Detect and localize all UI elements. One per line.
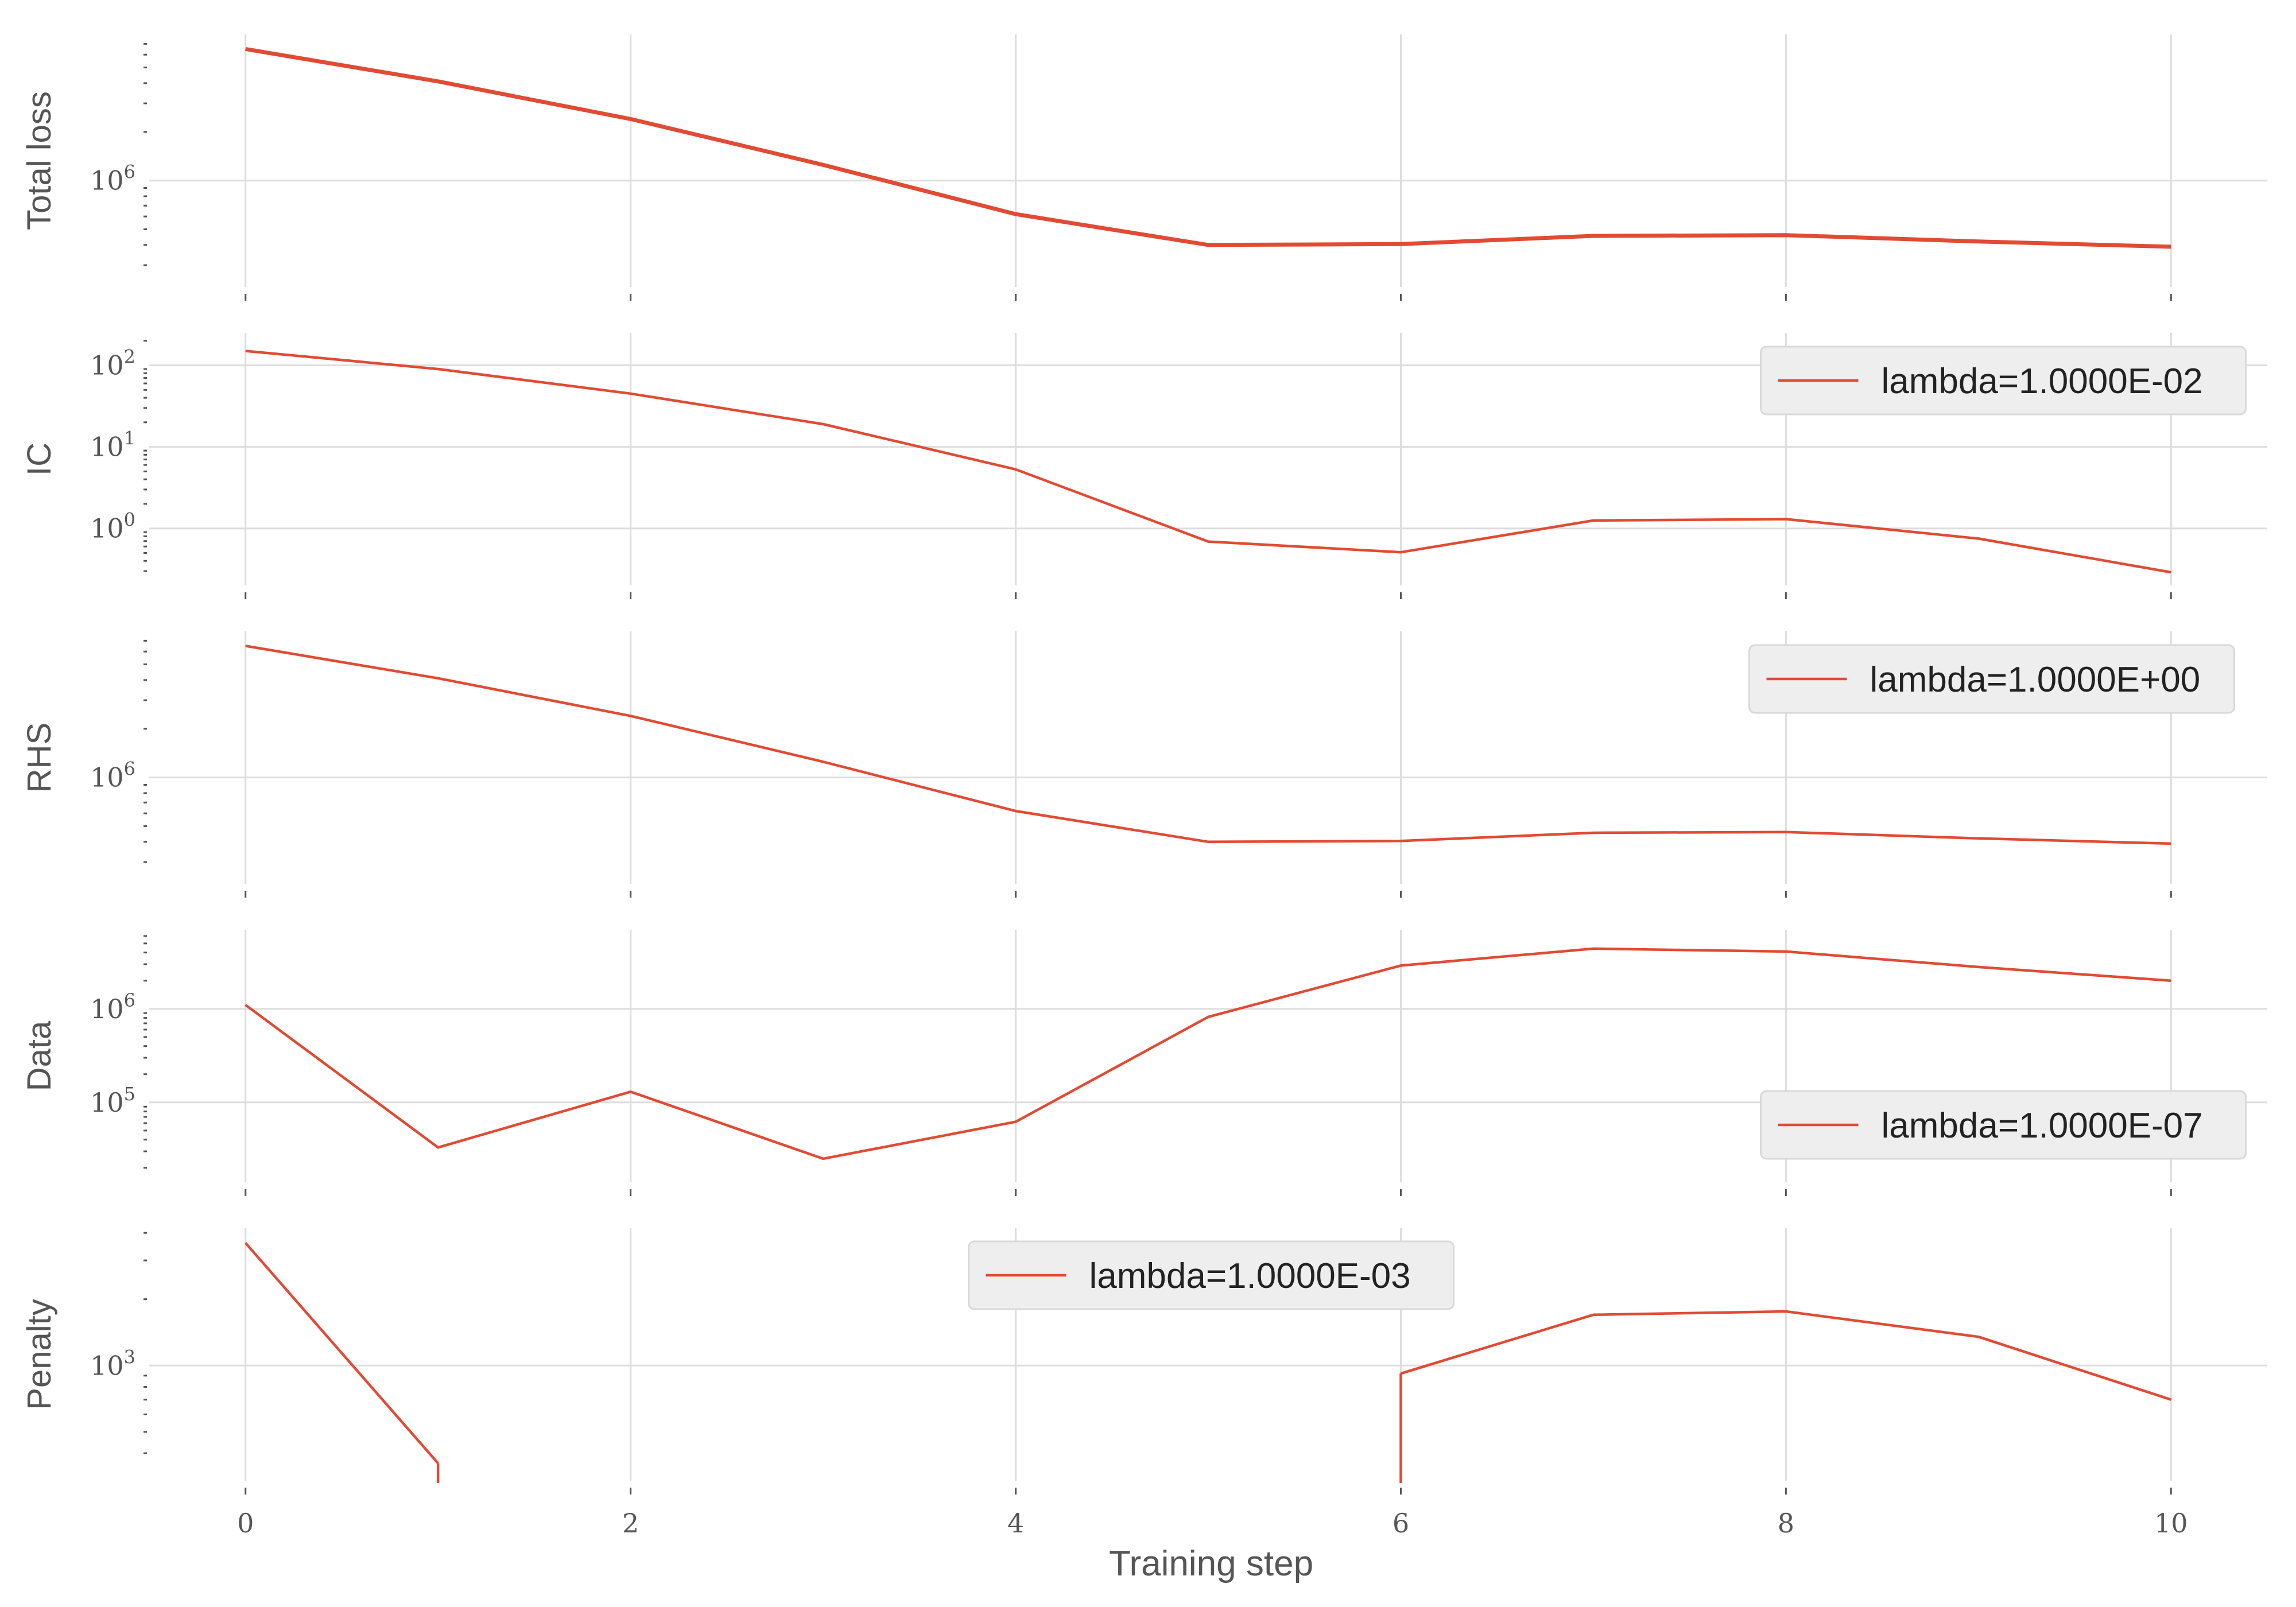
data-point <box>1015 1121 1017 1123</box>
legend: lambda=1.0000E+00 <box>1748 644 2235 714</box>
y-axis-label: RHS <box>21 723 58 793</box>
y-tick-label: 106 <box>90 161 135 196</box>
data-point <box>630 393 631 394</box>
x-tick-label: 4 <box>1007 1508 1024 1539</box>
data-point <box>1978 538 1979 539</box>
y-tick-label: 101 <box>90 428 135 463</box>
data-point <box>437 1147 439 1148</box>
legend-box <box>1760 346 2247 416</box>
legend: lambda=1.0000E-02 <box>1760 346 2247 416</box>
legend: lambda=1.0000E-07 <box>1760 1090 2247 1160</box>
data-point <box>1208 841 1209 843</box>
y-tick-label: 102 <box>90 346 135 381</box>
y-tick-label: 103 <box>90 1346 135 1381</box>
legend-label: lambda=1.0000E-02 <box>1882 362 2203 401</box>
legend-label: lambda=1.0000E-07 <box>1882 1106 2203 1146</box>
x-tick-label: 8 <box>1778 1508 1794 1539</box>
legend-box <box>968 1240 1455 1310</box>
y-tick-label: 105 <box>90 1083 135 1118</box>
y-tick-label: 106 <box>90 758 135 793</box>
x-tick-label: 0 <box>237 1508 254 1539</box>
x-tick-label: 6 <box>1393 1508 1409 1539</box>
x-tick-label: 10 <box>2154 1508 2188 1539</box>
data-point <box>1208 244 1209 246</box>
subplot-penalty: 103 0 2 4 6 8 10 Penalty lambda=1.0000E-03 <box>21 1228 2267 1539</box>
data-point <box>1978 838 1979 839</box>
y-axis-label: Total loss <box>21 91 58 230</box>
data-point <box>245 1004 246 1006</box>
y-axis-label: Data <box>21 1020 58 1091</box>
series-line <box>245 46 2171 249</box>
data-point <box>1208 541 1209 542</box>
x-axis-label: Training step <box>1109 1544 1313 1583</box>
y-axis-label: Penalty <box>21 1299 58 1410</box>
data-point <box>437 368 439 370</box>
x-tick-label: 2 <box>622 1508 639 1539</box>
legend-label: lambda=1.0000E-03 <box>1089 1256 1411 1296</box>
data-point <box>1978 966 1979 968</box>
subplot-total-loss: 106 Total loss <box>21 34 2267 301</box>
data-point <box>1015 810 1017 812</box>
subplot-ic: 100 101 102 IC lambda=1.0000E-02 <box>21 333 2267 599</box>
legend-label: lambda=1.0000E+00 <box>1870 660 2201 700</box>
data-point <box>823 424 824 425</box>
series-line <box>245 1242 439 1465</box>
subplot-rhs: 106 RHS lambda=1.0000E+00 <box>21 631 2267 898</box>
data-point <box>1208 1016 1209 1018</box>
data-point <box>823 1158 824 1159</box>
y-axis-label: IC <box>21 442 58 476</box>
legend-box <box>1760 1090 2247 1160</box>
y-tick-label: 100 <box>90 509 135 544</box>
subplot-data: 105 106 Data lambda=1.0000E-07 <box>21 930 2267 1196</box>
data-point <box>1015 214 1017 215</box>
legend: lambda=1.0000E-03 <box>968 1240 1455 1310</box>
data-point <box>437 1463 439 1464</box>
data-point <box>1978 241 1979 242</box>
y-tick-label: 106 <box>90 989 135 1024</box>
legend-box <box>1748 644 2235 714</box>
